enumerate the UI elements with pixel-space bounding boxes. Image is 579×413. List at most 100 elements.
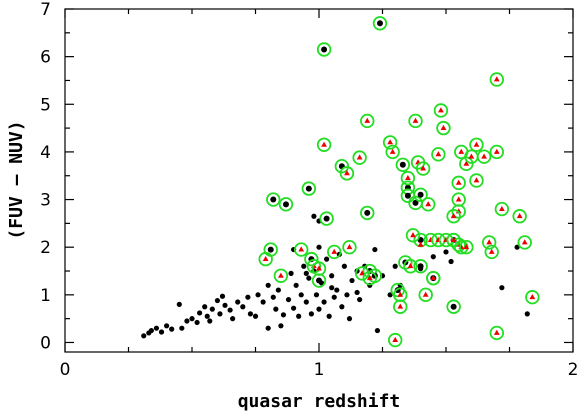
data-point-dot bbox=[255, 292, 261, 298]
data-point-dot bbox=[217, 311, 223, 317]
data-point-dot bbox=[270, 294, 276, 300]
data-point-triangle bbox=[430, 274, 437, 281]
data-point-dot bbox=[169, 326, 175, 332]
data-point-dot bbox=[387, 292, 393, 298]
data-point-dot bbox=[179, 325, 185, 331]
data-point-ring bbox=[339, 166, 355, 181]
data-point-dot bbox=[412, 199, 419, 206]
data-point-ring bbox=[360, 205, 375, 221]
data-point-triangle bbox=[392, 336, 399, 343]
data-point-triangle bbox=[366, 274, 373, 281]
x-axis-title: quasar redshift bbox=[238, 391, 401, 412]
data-point-ring bbox=[525, 290, 540, 305]
data-point-ring bbox=[301, 181, 317, 196]
y-tick-label: 6 bbox=[40, 48, 51, 68]
data-point-dot bbox=[374, 327, 381, 334]
data-point-ring bbox=[327, 244, 342, 260]
data-point-triangle bbox=[463, 160, 470, 166]
data-point-ring bbox=[388, 332, 403, 348]
data-point-ring bbox=[316, 42, 332, 57]
data-point-ring bbox=[405, 228, 421, 243]
data-point-triangle bbox=[278, 272, 284, 278]
data-point-triangle bbox=[417, 241, 424, 247]
data-point-triangle bbox=[397, 303, 404, 309]
data-point-dot bbox=[158, 329, 165, 335]
data-point-ring bbox=[433, 103, 449, 118]
data-point-triangle bbox=[425, 201, 432, 207]
data-point-dot bbox=[301, 263, 307, 269]
data-point-ring bbox=[484, 244, 499, 260]
data-point-dot bbox=[399, 161, 406, 168]
data-point-dot bbox=[430, 254, 436, 260]
data-point-triangle bbox=[455, 179, 462, 185]
data-point-ring bbox=[489, 144, 505, 160]
data-point-ring bbox=[408, 113, 423, 129]
data-point-triangle bbox=[435, 151, 442, 157]
data-point-triangle bbox=[356, 154, 363, 160]
data-point-dot bbox=[209, 306, 215, 312]
data-point-ring bbox=[489, 72, 505, 87]
data-point-dot bbox=[339, 304, 345, 310]
data-point-ring bbox=[334, 159, 350, 174]
data-point-dot bbox=[313, 292, 320, 298]
data-point-triangle bbox=[407, 263, 414, 269]
data-point-dot bbox=[321, 299, 327, 305]
data-point-ring bbox=[400, 170, 416, 186]
data-point-dot bbox=[207, 318, 213, 324]
y-tick-label: 4 bbox=[40, 143, 51, 163]
data-point-dot bbox=[240, 304, 246, 310]
data-point-triangle bbox=[493, 329, 500, 335]
data-point-dot bbox=[329, 285, 335, 291]
y-tick-label: 0 bbox=[40, 333, 51, 353]
data-point-ring bbox=[451, 175, 466, 191]
data-point-ring bbox=[469, 173, 484, 188]
data-point-triangle bbox=[486, 239, 493, 245]
data-point-dot bbox=[316, 244, 322, 250]
data-point-ring bbox=[266, 192, 281, 207]
data-point-ring bbox=[451, 204, 466, 219]
data-point-ring bbox=[431, 147, 446, 162]
data-point-dot bbox=[260, 299, 266, 305]
data-point-triangle bbox=[420, 165, 427, 171]
data-point-dot bbox=[278, 323, 284, 329]
data-point-dot bbox=[197, 310, 203, 316]
data-point-triangle bbox=[493, 76, 500, 82]
plot-frame bbox=[64, 8, 574, 353]
data-point-dot bbox=[222, 302, 228, 308]
data-point-ring bbox=[393, 287, 408, 303]
data-point-ring bbox=[476, 149, 492, 164]
data-point-dot bbox=[450, 303, 457, 310]
data-point-ring bbox=[494, 201, 510, 217]
data-point-ring bbox=[469, 137, 484, 152]
data-point-triangle bbox=[344, 170, 350, 176]
data-point-dot bbox=[443, 249, 449, 255]
y-tick-label: 1 bbox=[40, 286, 51, 306]
data-point-dot bbox=[204, 313, 210, 319]
data-point-dot bbox=[323, 215, 330, 222]
data-point-dot bbox=[316, 306, 322, 312]
data-point-triangle bbox=[455, 196, 462, 202]
data-point-ring bbox=[436, 120, 451, 136]
data-point-dot bbox=[202, 304, 208, 310]
data-point-ring bbox=[258, 251, 273, 267]
data-point-ring bbox=[446, 299, 461, 314]
data-point-triangle bbox=[298, 246, 305, 252]
data-point-triangle bbox=[440, 124, 447, 131]
data-point-triangle bbox=[346, 243, 353, 250]
data-point-dot bbox=[329, 273, 335, 279]
data-point-dot bbox=[404, 192, 411, 199]
data-point-ring bbox=[517, 235, 532, 250]
data-point-triangle bbox=[481, 153, 487, 159]
data-point-dot bbox=[354, 289, 360, 296]
data-point-ring bbox=[415, 161, 431, 176]
data-point-dot bbox=[288, 270, 294, 276]
data-point-dot bbox=[346, 316, 353, 322]
x-tick-label: 1 bbox=[314, 360, 325, 380]
data-point-dot bbox=[308, 311, 314, 317]
data-point-ring bbox=[426, 270, 441, 286]
data-point-dot bbox=[273, 306, 279, 312]
data-point-dot bbox=[524, 311, 530, 317]
data-point-ring bbox=[385, 144, 400, 160]
data-point-dot bbox=[417, 263, 424, 270]
